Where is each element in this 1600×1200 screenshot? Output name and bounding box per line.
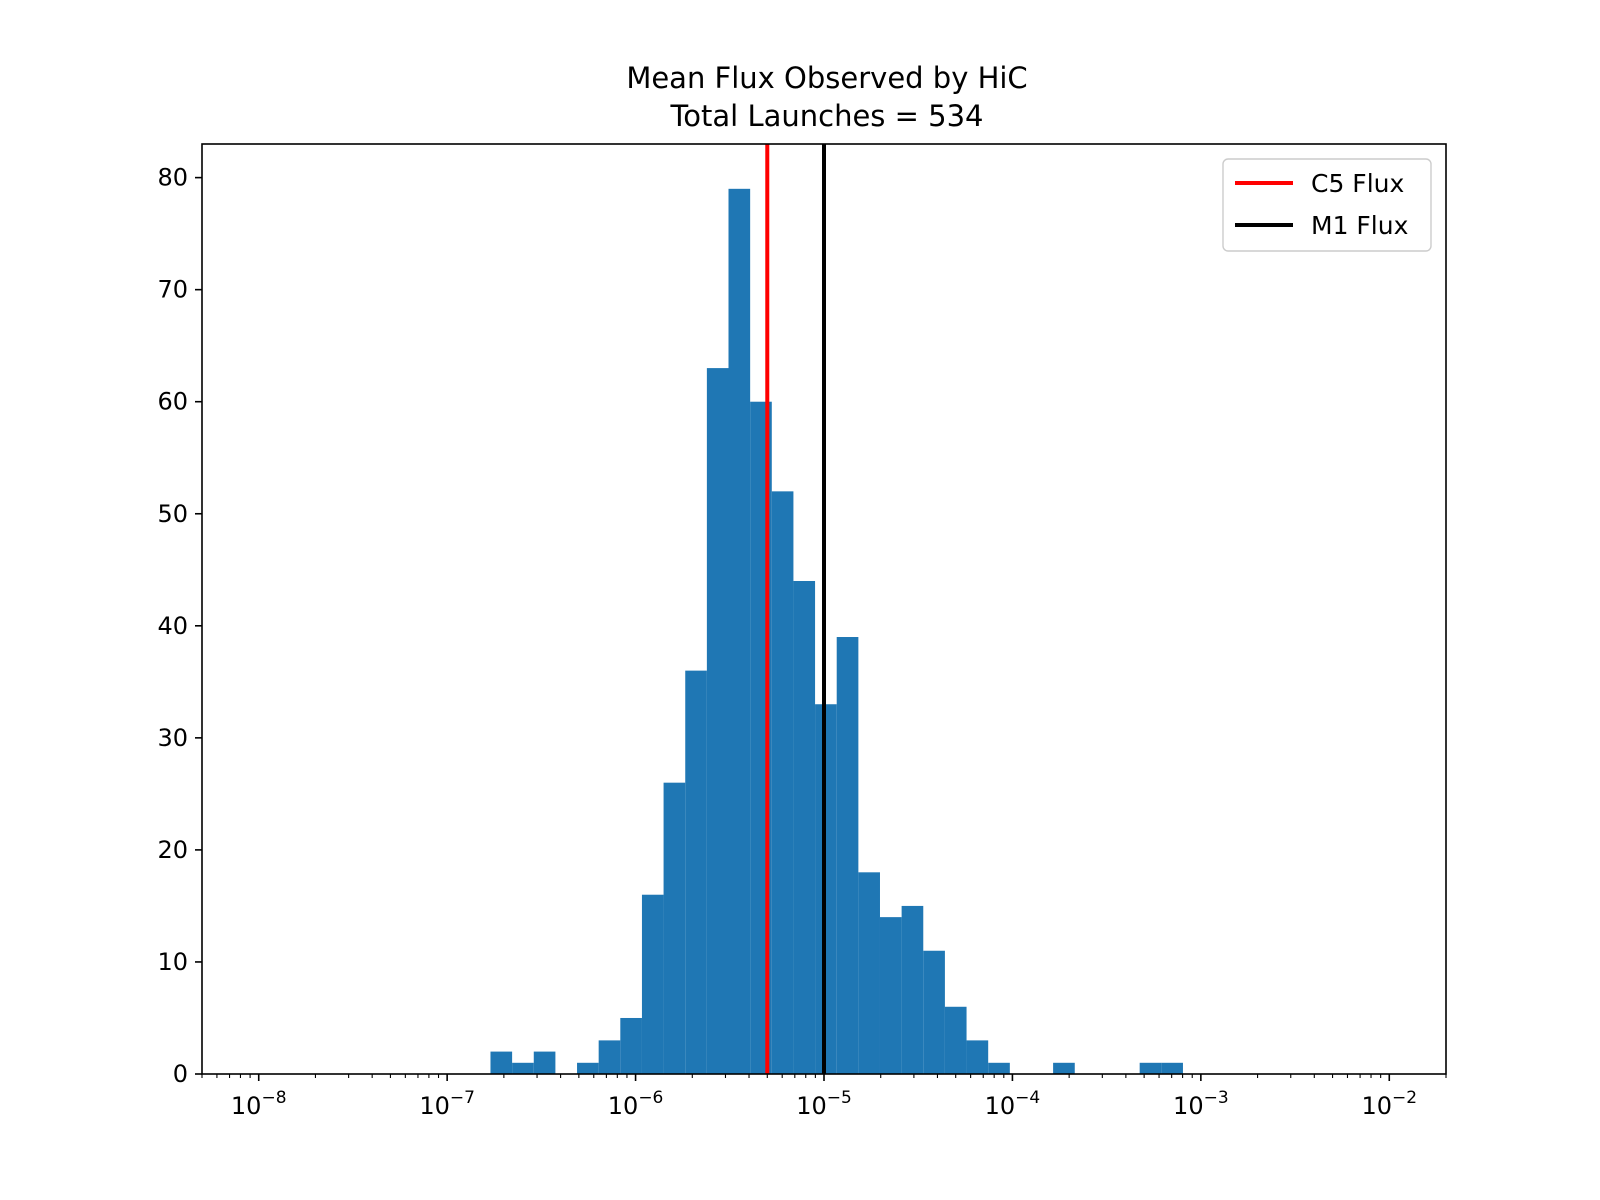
x-tick-exponent: −6 bbox=[638, 1088, 663, 1108]
x-tick-label: 10−7 bbox=[419, 1088, 475, 1120]
histogram-bar bbox=[598, 1040, 621, 1074]
x-tick-label: 10−4 bbox=[985, 1088, 1041, 1120]
chart-title: Mean Flux Observed by HiC bbox=[626, 61, 1027, 95]
plot-area bbox=[201, 143, 1447, 1075]
y-tick-label: 30 bbox=[157, 724, 188, 752]
y-tick-label: 0 bbox=[173, 1060, 188, 1088]
x-tick-base: 10 bbox=[231, 1092, 262, 1120]
x-tick-label: 10−3 bbox=[1173, 1088, 1229, 1120]
x-tick-exponent: −5 bbox=[827, 1088, 852, 1108]
x-tick-label: 10−2 bbox=[1361, 1088, 1417, 1120]
x-tick-base: 10 bbox=[1361, 1092, 1392, 1120]
x-tick-exponent: −2 bbox=[1392, 1088, 1417, 1108]
histogram-bar bbox=[793, 580, 816, 1074]
x-tick-exponent: −4 bbox=[1015, 1088, 1040, 1108]
histogram-bars bbox=[490, 188, 1183, 1075]
x-axis: 10−8 10−7 10−6 10−5 10−4 10−3 10−2 bbox=[201, 1074, 1447, 1120]
x-tick-base: 10 bbox=[1173, 1092, 1204, 1120]
x-tick-base: 10 bbox=[608, 1092, 639, 1120]
legend: C5 Flux M1 Flux bbox=[1222, 158, 1432, 252]
y-tick-label: 70 bbox=[157, 276, 188, 304]
x-tick-label: 10−5 bbox=[796, 1088, 852, 1120]
x-tick-label: 10−8 bbox=[231, 1088, 287, 1120]
x-tick-exponent: −3 bbox=[1204, 1088, 1229, 1108]
x-tick-exponent: −8 bbox=[261, 1088, 286, 1108]
histogram-bar bbox=[858, 872, 880, 1074]
histogram-bar bbox=[771, 491, 794, 1075]
histogram-bar bbox=[988, 1062, 1010, 1074]
histogram-bar bbox=[533, 1051, 556, 1074]
histogram-bar bbox=[901, 905, 924, 1074]
x-tick-base: 10 bbox=[985, 1092, 1016, 1120]
histogram-bar bbox=[577, 1062, 599, 1074]
histogram-bar bbox=[641, 894, 664, 1074]
legend-label: M1 Flux bbox=[1311, 211, 1408, 240]
histogram-bar bbox=[836, 637, 859, 1074]
histogram-bar bbox=[966, 1040, 989, 1074]
histogram-bar bbox=[1161, 1062, 1183, 1074]
histogram-bar bbox=[663, 782, 686, 1074]
y-tick-label: 80 bbox=[157, 164, 188, 192]
histogram-bar bbox=[706, 368, 729, 1074]
histogram-bar bbox=[512, 1062, 534, 1074]
x-tick-exponent: −7 bbox=[450, 1088, 475, 1108]
histogram-bar bbox=[1053, 1062, 1075, 1074]
histogram-bar bbox=[944, 1006, 967, 1074]
y-tick-label: 60 bbox=[157, 388, 188, 416]
histogram-bar bbox=[879, 917, 902, 1074]
y-tick-label: 40 bbox=[157, 612, 188, 640]
histogram-bar bbox=[728, 188, 751, 1074]
y-axis: 0 10 20 30 40 50 60 70 80 bbox=[157, 164, 202, 1088]
histogram-bar bbox=[490, 1051, 513, 1074]
y-tick-label: 10 bbox=[157, 948, 188, 976]
histogram-bar bbox=[685, 670, 707, 1074]
x-tick-base: 10 bbox=[796, 1092, 827, 1120]
chart-subtitle: Total Launches = 534 bbox=[670, 99, 984, 133]
x-tick-base: 10 bbox=[419, 1092, 450, 1120]
y-tick-label: 50 bbox=[157, 500, 188, 528]
histogram-bar bbox=[620, 1017, 642, 1074]
y-tick-label: 20 bbox=[157, 836, 188, 864]
x-tick-label: 10−6 bbox=[608, 1088, 664, 1120]
histogram-bar bbox=[923, 950, 945, 1074]
reference-lines bbox=[765, 144, 826, 1074]
legend-label: C5 Flux bbox=[1311, 169, 1404, 198]
histogram-bar bbox=[1139, 1062, 1162, 1074]
